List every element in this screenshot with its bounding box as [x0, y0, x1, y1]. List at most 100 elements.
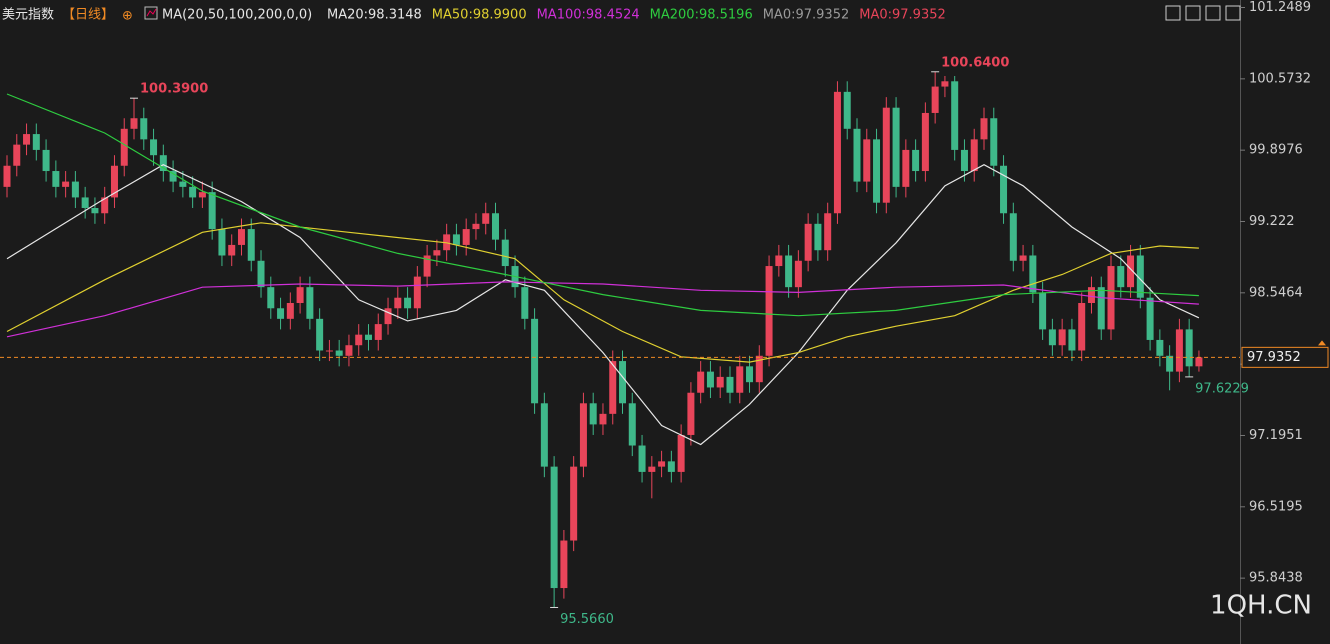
legend-entry: MA200:98.5196 — [650, 8, 753, 23]
candle-body — [755, 355, 763, 383]
candle-body — [677, 434, 685, 472]
candle-body — [257, 260, 265, 288]
candle-body — [462, 229, 470, 245]
candle-body — [501, 239, 509, 267]
candle-body — [62, 181, 70, 187]
tool-button[interactable] — [1165, 5, 1181, 21]
candle-body — [785, 255, 793, 288]
add-icon[interactable]: ⊕ — [122, 9, 133, 24]
candle-body — [960, 149, 968, 172]
indicator-icon[interactable] — [144, 6, 158, 20]
candle-body — [169, 171, 177, 182]
candle-body — [1156, 339, 1164, 356]
candle-body — [91, 207, 99, 214]
legend-entry: MA100:98.4524 — [537, 8, 640, 23]
candle-body — [316, 318, 324, 351]
y-tick-label: 101.2489 — [1249, 0, 1311, 15]
y-tick-label: 98.5464 — [1249, 285, 1303, 300]
candle-body — [599, 413, 607, 425]
candle-body — [423, 255, 431, 277]
candle-body — [814, 223, 822, 251]
candle-body — [296, 287, 304, 303]
candle-body — [589, 403, 597, 425]
candle-body — [892, 107, 900, 187]
candle-body — [667, 461, 675, 472]
candle-body — [1185, 329, 1193, 367]
candle-body — [1136, 255, 1144, 298]
candle-body — [325, 350, 333, 352]
candle-body — [198, 192, 206, 198]
candle-body — [179, 181, 187, 187]
candle-body — [355, 334, 363, 346]
candle-body — [658, 461, 666, 467]
candle-body — [1097, 287, 1105, 330]
tool-button[interactable] — [1225, 5, 1241, 21]
tool-button[interactable] — [1205, 5, 1221, 21]
candle-body — [648, 466, 656, 472]
candle-body — [335, 350, 343, 356]
candle-body — [306, 287, 314, 319]
candle-body — [736, 366, 744, 393]
candle-body — [1029, 255, 1037, 293]
candle-body — [902, 149, 910, 187]
indicator-icon-glyph — [146, 8, 157, 17]
ma-line — [6, 164, 1200, 446]
candle-body — [374, 324, 382, 340]
candle-body — [560, 540, 568, 589]
candle-body — [286, 302, 294, 319]
legend-entry: MA50:98.9900 — [432, 8, 527, 23]
candle-body — [1195, 357, 1203, 367]
y-tick-label: 99.222 — [1249, 214, 1295, 229]
candle-body — [1048, 329, 1056, 346]
candle-body — [150, 139, 158, 156]
last-price-label: 97.9352 — [1247, 350, 1301, 365]
candle-body — [277, 308, 285, 319]
candle-body — [853, 128, 861, 182]
candle-body — [32, 134, 40, 150]
y-tick-label: 99.8976 — [1249, 143, 1303, 158]
candle-body — [804, 223, 812, 261]
candle-body — [882, 107, 890, 203]
candle-body — [130, 118, 138, 129]
high-label: 100.3900 — [140, 82, 208, 97]
candle-body — [1009, 213, 1017, 261]
candle-body — [824, 213, 832, 251]
candle-body — [951, 81, 959, 150]
chart-title: 美元指数 — [2, 8, 54, 23]
candle-body — [619, 361, 627, 404]
candle-body — [3, 165, 11, 187]
y-tick-label: 97.1951 — [1249, 428, 1303, 443]
candle-body — [687, 392, 695, 435]
candle-body — [364, 334, 372, 340]
y-tick-label: 100.5732 — [1249, 71, 1311, 86]
candle-body — [208, 192, 216, 230]
candle-body — [42, 149, 50, 172]
candle-body — [1078, 302, 1086, 351]
candle-body — [482, 213, 490, 224]
candle-body — [531, 318, 539, 404]
candle-body — [794, 260, 802, 288]
candle-body — [394, 297, 402, 309]
toolbar — [1165, 5, 1241, 21]
candle-body — [1000, 165, 1008, 214]
candle-body — [1068, 329, 1076, 351]
candle-body — [189, 186, 197, 198]
candle-body — [931, 86, 939, 113]
legend-entry: MA20:98.3148 — [327, 8, 422, 23]
candle-body — [921, 112, 929, 172]
candle-body — [1058, 329, 1066, 346]
candle-body — [13, 144, 21, 166]
indicator[interactable]: MA(20,50,100,200,0,0) — [162, 8, 312, 23]
candle-body — [746, 366, 754, 383]
candle-body — [1166, 355, 1174, 372]
candle-body — [550, 466, 558, 589]
candle-body — [345, 345, 353, 356]
candle-body — [570, 466, 578, 541]
candle-body — [609, 361, 617, 414]
period[interactable]: 【日线】 — [62, 8, 114, 23]
candle-body — [1107, 266, 1115, 330]
tool-button[interactable] — [1185, 5, 1201, 21]
candle-body — [101, 197, 109, 214]
candle-body — [237, 229, 245, 245]
candle-body — [492, 213, 499, 240]
